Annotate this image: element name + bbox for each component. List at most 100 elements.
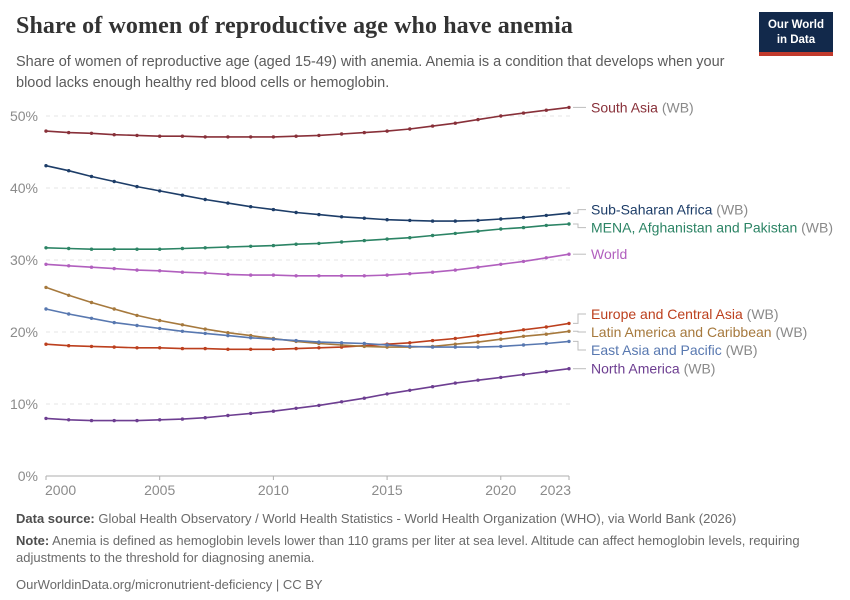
data-point [476, 340, 480, 344]
series-north-america[interactable] [44, 367, 571, 423]
series-label-mena-afghanistan-and-pakistan[interactable]: MENA, Afghanistan and Pakistan (WB) [591, 220, 833, 236]
series-south-asia[interactable] [44, 105, 571, 139]
series-line-europe-and-central-asia[interactable] [45, 322, 570, 351]
data-point [476, 218, 480, 223]
data-point [453, 268, 457, 272]
data-point [249, 336, 253, 340]
data-point [408, 388, 412, 392]
data-point [476, 229, 480, 233]
data-point [476, 333, 480, 338]
data-point [339, 215, 344, 219]
data-point [476, 117, 480, 122]
series-label-north-america[interactable]: North America (WB) [591, 361, 715, 377]
data-source-line: Data source: Global Health Observatory /… [16, 510, 830, 528]
data-point [499, 227, 503, 231]
data-point [203, 246, 207, 250]
series-label-sub-saharan-africa[interactable]: Sub-Saharan Africa (WB) [591, 202, 748, 218]
data-point [567, 321, 571, 326]
series-latin-america-and-caribbean[interactable] [44, 285, 571, 349]
data-point [385, 273, 389, 277]
y-tick-label: 50% [10, 108, 38, 124]
data-point [385, 129, 389, 133]
data-point [89, 174, 94, 179]
data-point [430, 270, 435, 274]
data-point [453, 121, 457, 125]
series-east-asia-and-pacific[interactable] [44, 307, 571, 349]
label-connector [573, 313, 586, 324]
data-point [408, 218, 412, 223]
data-point [226, 272, 230, 277]
series-europe-and-central-asia[interactable] [44, 321, 571, 351]
data-point [249, 205, 253, 209]
data-point [430, 344, 435, 349]
data-source-text: Global Health Observatory / World Health… [98, 511, 737, 526]
data-point [158, 269, 162, 273]
data-point [499, 262, 503, 266]
data-point [408, 272, 412, 276]
data-point [521, 225, 526, 230]
series-label-latin-america-and-caribbean[interactable]: Latin America and Caribbean (WB) [591, 324, 807, 340]
series-label-east-asia-and-pacific[interactable]: East Asia and Pacific (WB) [591, 342, 758, 358]
data-point [180, 417, 185, 421]
data-point [317, 274, 321, 278]
x-tick-label: 2023 [540, 482, 571, 498]
series-line-north-america[interactable] [45, 367, 570, 422]
data-point [67, 312, 71, 316]
data-point [499, 375, 503, 380]
series-label-europe-and-central-asia[interactable]: Europe and Central Asia (WB) [591, 306, 779, 322]
series-line-east-asia-and-pacific[interactable] [45, 308, 570, 348]
citation-link[interactable]: OurWorldinData.org/micronutrient-deficie… [16, 576, 323, 592]
data-point [112, 133, 116, 137]
data-point [67, 264, 71, 268]
data-point [271, 337, 276, 341]
y-tick-label: 10% [10, 396, 38, 412]
data-point [453, 345, 457, 349]
x-tick-label: 2010 [258, 482, 289, 498]
chart-footer: Data source: Global Health Observatory /… [16, 510, 830, 597]
x-tick-label: 2005 [144, 482, 175, 498]
data-point [339, 343, 344, 347]
series-line-latin-america-and-caribbean[interactable] [45, 286, 570, 348]
owid-logo[interactable]: Our World in Data [758, 12, 833, 56]
data-point [317, 241, 321, 246]
data-point [158, 418, 162, 422]
series-world[interactable] [44, 252, 571, 278]
data-point [249, 273, 253, 277]
data-point [521, 372, 526, 377]
y-tick-label: 40% [10, 180, 38, 196]
data-point [521, 334, 526, 338]
data-point [203, 197, 207, 202]
series-sub-saharan-africa[interactable] [44, 164, 571, 223]
series-label-south-asia[interactable]: South Asia (WB) [591, 99, 694, 115]
data-point [362, 396, 366, 400]
data-point [294, 406, 298, 410]
data-point [249, 411, 253, 416]
data-point [67, 169, 71, 173]
note-line: Note: Anemia is defined as hemoglobin le… [16, 532, 830, 567]
data-point [226, 245, 230, 249]
series-mena-afghanistan-and-pakistan[interactable] [44, 222, 571, 251]
data-point [476, 345, 480, 349]
series-line-sub-saharan-africa[interactable] [45, 164, 570, 222]
series-label-world[interactable]: World [591, 246, 627, 262]
data-point [362, 341, 366, 346]
data-point [339, 240, 344, 244]
note-text: Anemia is defined as hemoglobin levels l… [16, 532, 800, 566]
x-tick-label: 2020 [485, 482, 516, 498]
series-line-world[interactable] [45, 253, 570, 277]
data-point [567, 329, 571, 333]
series-line-mena-afghanistan-and-pakistan[interactable] [45, 223, 570, 250]
data-point [158, 134, 162, 138]
data-point [362, 344, 366, 349]
data-point [158, 326, 162, 331]
data-point [521, 215, 526, 220]
data-point [203, 331, 207, 336]
data-point [180, 246, 185, 251]
data-point [294, 134, 298, 138]
data-point [430, 385, 435, 389]
series-line-south-asia[interactable] [45, 106, 570, 138]
data-point [385, 392, 389, 396]
data-point [339, 345, 344, 349]
data-point [567, 211, 571, 215]
data-point [339, 400, 344, 404]
